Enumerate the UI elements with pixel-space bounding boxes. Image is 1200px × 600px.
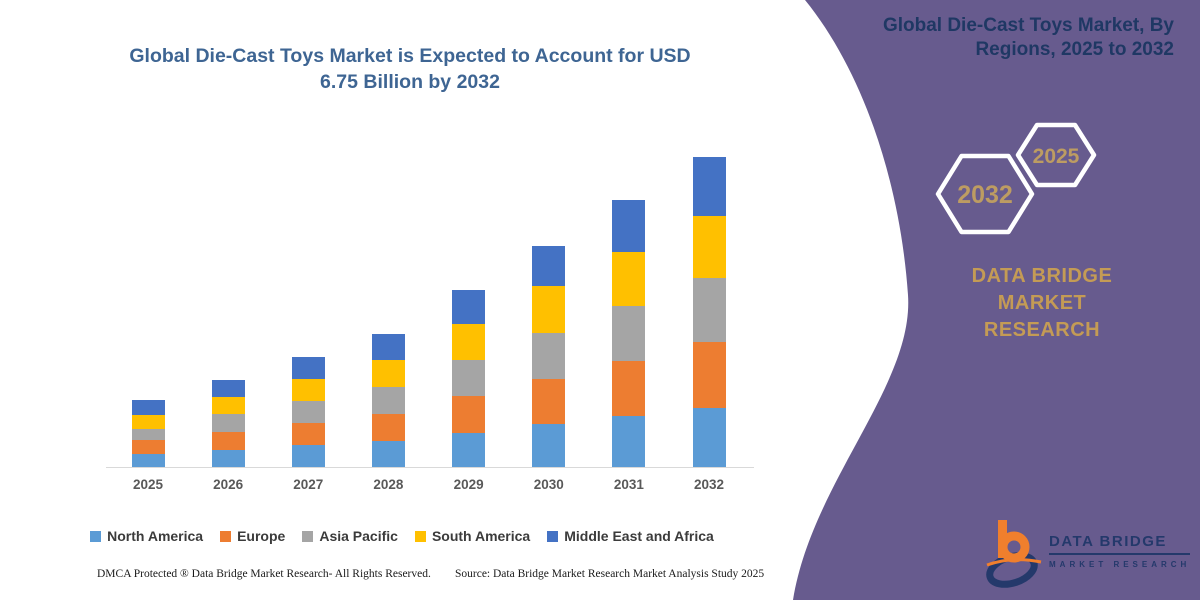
footer-source-text: Source: Data Bridge Market Research Mark… [455, 568, 765, 580]
bar-segment-2032-north-america [692, 408, 726, 467]
bar-segment-2026-middle-east-and-africa [211, 379, 245, 397]
legend-label: South America [431, 528, 531, 544]
bar-segment-2030-asia-pacific [532, 333, 566, 380]
right-panel-title: Global Die-Cast Toys Market, By Regions,… [844, 14, 1174, 63]
bar-segment-2027-middle-east-and-africa [291, 356, 325, 380]
bar-segment-2028-south-america [372, 360, 405, 387]
bar-segment-2032-europe [692, 342, 726, 409]
bar-segment-2025-asia-pacific [131, 428, 165, 441]
bar-segment-2026-north-america [211, 449, 245, 467]
brand-title-line1: DATA BRIDGE MARKET [971, 265, 1113, 314]
brand-title-line2: RESEARCH [983, 319, 1101, 341]
bar-segment-2030-north-america [532, 424, 566, 467]
legend-swatch-icon [414, 530, 426, 542]
bar-segment-2029-north-america [452, 433, 486, 467]
bar-segment-2025-europe [131, 440, 165, 455]
bar-segment-2026-europe [211, 432, 245, 450]
bar-segment-2030-south-america [532, 286, 566, 334]
legend-label: North America [107, 528, 204, 544]
hexagon-badges: 2032 2025 [935, 122, 1097, 235]
hexagon-2025-outline [1015, 122, 1097, 188]
footer-dmca-text: DMCA Protected ® Data Bridge Market Rese… [97, 568, 431, 580]
bar-segment-2026-south-america [211, 396, 245, 415]
bar-segment-2031-south-america [612, 252, 646, 306]
bar-segment-2027-south-america [291, 379, 325, 401]
bar-segment-2031-north-america [612, 415, 646, 467]
bar-segment-2031-middle-east-and-africa [612, 200, 646, 253]
bar-segment-2026-asia-pacific [211, 414, 245, 432]
legend-swatch-icon [547, 530, 559, 542]
dbmr-logo-text: DATA BRIDGE MARKET RESEARCH [1049, 533, 1191, 569]
chart-title-line2: 6.75 Billion by 2032 [320, 70, 500, 93]
bar-segment-2028-europe [372, 413, 405, 442]
dbmr-logo-wordmark: DATA BRIDGE [1049, 533, 1191, 555]
right-panel-title-line1: Global Die-Cast Toys Market, By [882, 15, 1174, 36]
x-axis-label-2028: 2028 [373, 477, 404, 492]
bar-segment-2031-asia-pacific [612, 305, 646, 362]
bar-segment-2029-europe [452, 396, 486, 434]
legend-item-europe: Europe [220, 528, 285, 544]
bar-segment-2028-asia-pacific [372, 387, 405, 414]
legend-swatch-icon [302, 530, 314, 542]
right-panel-title-line2: Regions, 2025 to 2032 [975, 39, 1174, 61]
hexagon-2032-outline [935, 153, 1035, 235]
bar-segment-2029-asia-pacific [452, 360, 486, 397]
bar-segment-2025-north-america [131, 454, 165, 467]
x-axis-label-2027: 2027 [293, 477, 324, 492]
dbmr-logo: DATA BRIDGE MARKET RESEARCH [986, 518, 1191, 588]
bar-segment-2025-south-america [131, 415, 165, 429]
hexagon-2025-year: 2025 [1033, 145, 1080, 168]
bar-segment-2030-middle-east-and-africa [532, 246, 566, 287]
bar-segment-2030-europe [532, 379, 566, 425]
legend-label: Europe [237, 528, 286, 544]
bar-segment-2025-middle-east-and-africa [131, 400, 165, 415]
bar-segment-2029-middle-east-and-africa [452, 289, 486, 324]
x-axis-line [106, 467, 754, 468]
bar-segment-2027-north-america [291, 445, 325, 467]
legend-item-asia-pacific: Asia Pacific [302, 528, 398, 544]
x-axis-label-2026: 2026 [213, 477, 244, 492]
bar-segment-2031-europe [612, 361, 646, 416]
x-axis-label-2031: 2031 [613, 477, 644, 492]
bar-segment-2032-middle-east-and-africa [692, 156, 726, 217]
x-axis-label-2032: 2032 [694, 477, 725, 492]
bar-segment-2028-north-america [372, 441, 405, 467]
legend-item-north-america: North America [90, 528, 203, 544]
bar-segment-2027-europe [291, 422, 325, 446]
bar-segment-2029-south-america [452, 323, 486, 361]
logo-b-bowl-icon [998, 531, 1030, 563]
legend-label: Middle East and Africa [564, 528, 714, 544]
bar-segment-2027-asia-pacific [291, 400, 325, 423]
bar-segment-2032-asia-pacific [692, 277, 726, 343]
chart-title-line1: Global Die-Cast Toys Market is Expected … [129, 45, 691, 67]
chart-legend: North America Europe Asia Pacific South Ame… [40, 528, 764, 544]
bar-segment-2032-south-america [692, 216, 726, 278]
bar-segment-2028-middle-east-and-africa [372, 333, 405, 361]
dbmr-logo-mark-icon [986, 520, 1042, 588]
dbmr-logo-subtext: MARKET RESEARCH [1049, 560, 1191, 569]
legend-swatch-icon [90, 530, 102, 542]
x-axis-label-2029: 2029 [453, 477, 484, 492]
x-axis-label-2025: 2025 [132, 477, 164, 492]
legend-item-south-america: South America [414, 528, 531, 544]
chart-title: Global Die-Cast Toys Market is Expected … [60, 44, 760, 95]
legend-item-middle-east-and-africa: Middle East and Africa [547, 528, 714, 544]
brand-title: DATA BRIDGE MARKET RESEARCH [938, 263, 1146, 344]
x-axis-label-2030: 2030 [533, 477, 564, 492]
legend-swatch-icon [220, 530, 232, 542]
hexagon-2032-year: 2032 [957, 181, 1013, 209]
legend-label: Asia Pacific [319, 528, 398, 544]
